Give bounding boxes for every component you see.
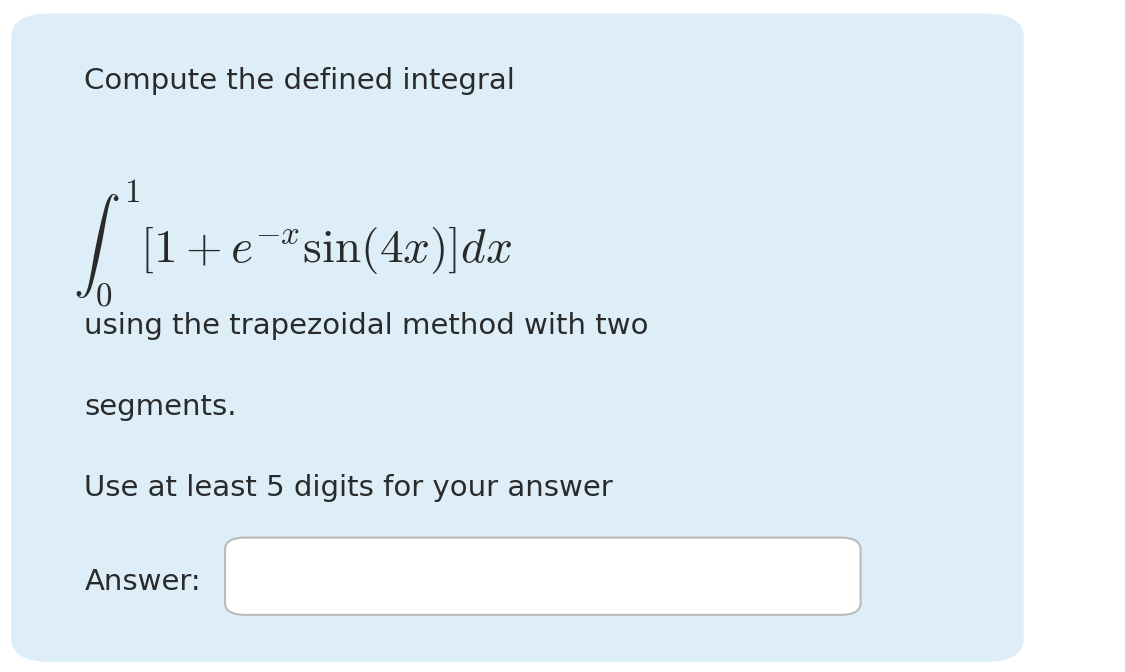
Text: Use at least 5 digits for your answer: Use at least 5 digits for your answer [84,474,613,502]
Text: segments.: segments. [84,393,237,421]
Text: Answer:: Answer: [84,568,201,596]
FancyBboxPatch shape [225,538,861,615]
Text: Compute the defined integral: Compute the defined integral [84,67,515,95]
Text: $\int_0^1 \left[1 + e^{-x}\sin(4x)\right] dx$: $\int_0^1 \left[1 + e^{-x}\sin(4x)\right… [73,178,512,309]
FancyBboxPatch shape [11,13,1024,662]
Text: using the trapezoidal method with two: using the trapezoidal method with two [84,312,649,341]
